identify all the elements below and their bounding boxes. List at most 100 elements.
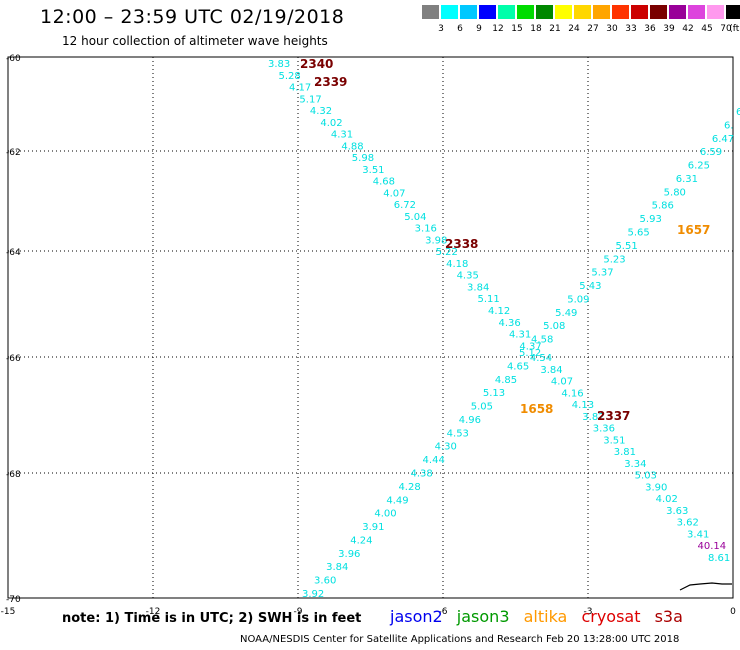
wave-height-value: 8.61 xyxy=(708,553,730,564)
wave-height-value: 5.65 xyxy=(628,228,650,239)
wave-height-value: 4.02 xyxy=(656,494,678,505)
wave-height-value: 4.31 xyxy=(509,330,531,341)
wave-height-value: 4.37 xyxy=(519,341,541,352)
colorbar-label: 42 xyxy=(682,24,694,34)
y-tick-label: -64 xyxy=(6,248,21,258)
wave-height-value: 40.14 xyxy=(698,541,727,552)
wave-height-value: 5.22 xyxy=(436,247,458,258)
wave-height-value: 5.86 xyxy=(652,201,674,212)
wave-height-value: 4.12 xyxy=(488,306,510,317)
y-tick-label: -62 xyxy=(6,148,21,158)
colorbar-swatch xyxy=(460,5,477,19)
colorbar-swatch xyxy=(593,5,610,19)
y-tick-label: -68 xyxy=(6,470,21,480)
map-grid xyxy=(7,56,734,599)
chart-title: 12:00 – 23:59 UTC 02/19/2018 xyxy=(40,6,345,28)
wave-height-value: 4.30 xyxy=(435,442,457,453)
colorbar-swatch xyxy=(669,5,686,19)
wave-height-value: 3.36 xyxy=(593,424,615,435)
units-note: note: 1) Time is in UTC; 2) SWH is in fe… xyxy=(62,611,362,626)
colorbar-swatch xyxy=(555,5,572,19)
colorbar-swatch xyxy=(536,5,553,19)
coastline xyxy=(679,582,732,591)
wave-height-value: 3.51 xyxy=(603,435,625,446)
y-tick-label: -60 xyxy=(6,54,21,64)
colorbar-label: 24 xyxy=(568,24,580,34)
wave-height-value: 4.49 xyxy=(386,495,408,506)
x-tick-label: -9 xyxy=(294,607,303,617)
colorbar-label: 3 xyxy=(438,24,444,34)
wave-height-value: 5.08 xyxy=(543,321,565,332)
colorbar-swatch xyxy=(441,5,458,19)
wave-height-value: 3.90 xyxy=(645,482,667,493)
wave-height-value: 5.04 xyxy=(404,212,426,223)
wave-height-value: 4.24 xyxy=(350,535,372,546)
wave-height-value: 4.28 xyxy=(398,482,420,493)
pass-time-label: 1658 xyxy=(520,402,553,416)
colorbar-label: 70 xyxy=(720,24,732,34)
colorbar-swatch xyxy=(479,5,496,19)
x-tick-label: -12 xyxy=(146,607,161,617)
wave-height-value: 4.36 xyxy=(498,318,520,329)
wave-height-value: 4.31 xyxy=(331,130,353,141)
footer-credit: NOAA/NESDIS Center for Satellite Applica… xyxy=(240,634,680,645)
colorbar-swatch xyxy=(517,5,534,19)
colorbar-swatch xyxy=(631,5,648,19)
wave-height-value: 4.13 xyxy=(572,400,594,411)
wave-height-value: 3.41 xyxy=(687,529,709,540)
map-frame xyxy=(7,56,734,599)
y-tick-label: -70 xyxy=(6,595,21,605)
x-tick-label: 0 xyxy=(730,607,736,617)
wave-height-value: 4.68 xyxy=(373,177,395,188)
pass-time-label: 2340 xyxy=(300,57,333,71)
colorbar-unit: (ft) xyxy=(729,24,740,34)
colorbar-label: 12 xyxy=(492,24,504,34)
wave-height-value: 6.72 xyxy=(394,200,416,211)
wave-height-value: 5.37 xyxy=(591,268,613,279)
wave-height-value: 3.62 xyxy=(677,518,699,529)
colorbar-label: 21 xyxy=(549,24,561,34)
colorbar-label: 18 xyxy=(530,24,542,34)
wave-height-value: 4.44 xyxy=(423,455,445,466)
wave-height-value: 6. xyxy=(724,120,734,131)
colorbar-label: 39 xyxy=(663,24,675,34)
wave-height-value: 4.38 xyxy=(411,469,433,480)
colorbar-swatch xyxy=(612,5,629,19)
map-axes: -15 -12 -9 -6 -3 0 -60 -62 -64 -66 -68 -70 xyxy=(1,54,736,617)
wave-height-value: 6.47 xyxy=(712,134,734,145)
wave-height-value: 6.31 xyxy=(676,174,698,185)
colorbar-label: 30 xyxy=(606,24,618,34)
wave-track-a: 3.835.284.175.174.324.024.314.885.983.51… xyxy=(268,59,730,564)
colorbar-label: 6 xyxy=(457,24,463,34)
wave-height-value: 3.51 xyxy=(362,165,384,176)
colorbar-swatch xyxy=(688,5,705,19)
wave-height-value: 4.58 xyxy=(531,335,553,346)
wave-height-value: 5.93 xyxy=(640,214,662,225)
wave-height-value: 3.84 xyxy=(467,282,489,293)
wave-height-value: 3.84 xyxy=(540,365,562,376)
wave-height-value: 3.82 xyxy=(582,412,604,423)
pass-time-label: 2337 xyxy=(597,409,630,423)
wave-height-value: 4.96 xyxy=(459,415,481,426)
pass-time-labels: 2340 2339 2338 2337 1657 1658 xyxy=(300,57,710,423)
satellite-legend: jason2 jason3 altika cryosat s3a xyxy=(390,607,692,626)
wave-height-value: 5.13 xyxy=(483,388,505,399)
wave-height-value: 4.53 xyxy=(447,428,469,439)
wave-track-b: 6.6. 6.47 6.59 6.25 6.31 5.80 5.86 5.93 5.65 5.51… xyxy=(302,107,740,600)
wave-height-value: 5.28 xyxy=(278,71,300,82)
colorbar-swatch xyxy=(726,5,740,19)
colorbar-label: 9 xyxy=(476,24,482,34)
wave-height-value: 4.07 xyxy=(551,377,573,388)
wave-height-value: 5.98 xyxy=(352,153,374,164)
wave-height-value: 3.60 xyxy=(314,576,336,587)
colorbar-swatch xyxy=(498,5,515,19)
wave-height-value: 3.92 xyxy=(302,589,324,600)
wave-height-value: 3.63 xyxy=(666,506,688,517)
x-tick-label: -6 xyxy=(439,607,448,617)
wave-height-value: 5.80 xyxy=(664,187,686,198)
colorbar-label: 15 xyxy=(511,24,523,34)
y-tick-label: -66 xyxy=(6,354,21,364)
wave-height-value: 5.23 xyxy=(603,254,625,265)
wave-height-value: 4.85 xyxy=(495,375,517,386)
wave-height-value: 3.91 xyxy=(362,522,384,533)
